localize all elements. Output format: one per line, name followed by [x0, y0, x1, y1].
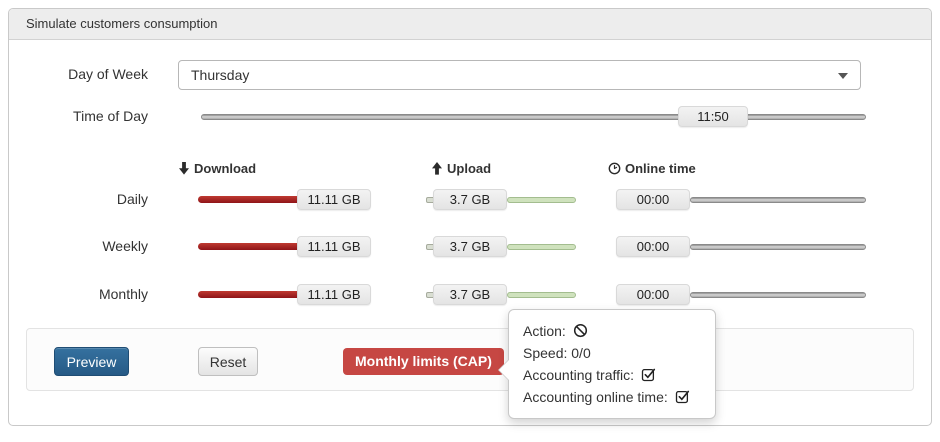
popover-accounting-online-text: Accounting online time:: [523, 389, 668, 405]
time-of-day-handle[interactable]: 11:50: [678, 106, 748, 127]
form-actions-bar: Preview Reset Monthly limits (CAP): [26, 328, 914, 391]
popover-accounting-online-line: Accounting online time:: [523, 386, 715, 408]
preview-button[interactable]: Preview: [54, 347, 129, 376]
day-of-week-value: Thursday: [191, 67, 250, 83]
download-range-fill: [198, 243, 304, 250]
download-range-fill: [198, 291, 304, 298]
weekly-upload-slider[interactable]: 3.7 GB: [426, 236, 576, 257]
weekly-online-time-slider[interactable]: 00:00: [616, 236, 866, 257]
daily-online-time-slider[interactable]: 00:00: [616, 189, 866, 210]
online-time-track: [690, 244, 866, 250]
column-header-online-time: Online time: [608, 161, 696, 177]
check-square-icon: [641, 368, 656, 382]
arrow-up-icon: [432, 162, 442, 175]
daily-upload-handle[interactable]: 3.7 GB: [433, 189, 507, 210]
monthly-limits-cap-badge[interactable]: Monthly limits (CAP): [343, 348, 504, 375]
column-header-download: Download: [178, 161, 256, 177]
row-weekly: Weekly 11.11 GB 3.7 GB 00:00: [9, 236, 931, 257]
daily-download-handle[interactable]: 11.11 GB: [297, 189, 371, 210]
column-header-label: Upload: [447, 161, 492, 176]
column-header-label: Download: [194, 161, 257, 176]
online-time-track: [690, 292, 866, 298]
time-of-day-label: Time of Day: [73, 108, 148, 124]
row-label: Weekly: [102, 238, 148, 254]
chevron-down-icon: [838, 73, 848, 79]
reset-button[interactable]: Reset: [198, 347, 258, 376]
row-label: Monthly: [98, 286, 148, 302]
monthly-online-time-handle[interactable]: 00:00: [616, 284, 690, 305]
popover-action-text: Action:: [523, 323, 566, 339]
online-time-track: [690, 197, 866, 203]
row-label: Daily: [116, 191, 148, 207]
upload-range-fill: [507, 244, 576, 250]
panel-title: Simulate customers consumption: [26, 16, 218, 31]
row-monthly: Monthly 11.11 GB 3.7 GB 00:00: [9, 284, 931, 305]
time-of-day-slider[interactable]: 11:50: [201, 106, 866, 127]
column-header-upload: Upload: [431, 161, 491, 177]
daily-upload-slider[interactable]: 3.7 GB: [426, 189, 576, 210]
popover-arrow: [499, 360, 509, 380]
upload-range-fill: [507, 292, 576, 298]
weekly-online-time-handle[interactable]: 00:00: [616, 236, 690, 257]
monthly-download-slider[interactable]: 11.11 GB: [198, 284, 371, 305]
popover-speed-line: Speed: 0/0: [523, 342, 715, 364]
day-of-week-label: Day of Week: [68, 66, 148, 82]
monthly-online-time-slider[interactable]: 00:00: [616, 284, 866, 305]
arrow-down-icon: [179, 162, 189, 175]
monthly-download-handle[interactable]: 11.11 GB: [297, 284, 371, 305]
upload-range-fill: [507, 197, 576, 203]
check-square-icon: [675, 390, 689, 404]
panel-header: Simulate customers consumption: [9, 9, 931, 40]
weekly-download-slider[interactable]: 11.11 GB: [198, 236, 371, 257]
limits-popover: Action: Speed: 0/0 Accounting traffic: A…: [498, 309, 716, 419]
row-daily: Daily 11.11 GB 3.7 GB 00:00: [9, 189, 931, 210]
daily-online-time-handle[interactable]: 00:00: [616, 189, 690, 210]
popover-action-line: Action:: [523, 320, 715, 342]
monthly-upload-slider[interactable]: 3.7 GB: [426, 284, 576, 305]
download-range-fill: [198, 196, 304, 203]
ban-icon: [573, 323, 587, 338]
popover-accounting-traffic-line: Accounting traffic:: [523, 364, 715, 386]
monthly-upload-handle[interactable]: 3.7 GB: [433, 284, 507, 305]
day-of-week-select[interactable]: Thursday: [178, 60, 861, 90]
clock-icon: [608, 162, 621, 175]
popover-speed-text: Speed: 0/0: [523, 345, 591, 361]
time-of-day-track[interactable]: [201, 114, 866, 120]
simulate-consumption-panel: Simulate customers consumption Day of We…: [8, 8, 932, 426]
weekly-upload-handle[interactable]: 3.7 GB: [433, 236, 507, 257]
weekly-download-handle[interactable]: 11.11 GB: [297, 236, 371, 257]
daily-download-slider[interactable]: 11.11 GB: [198, 189, 371, 210]
popover-accounting-traffic-text: Accounting traffic:: [523, 367, 635, 383]
column-header-label: Online time: [625, 161, 696, 176]
